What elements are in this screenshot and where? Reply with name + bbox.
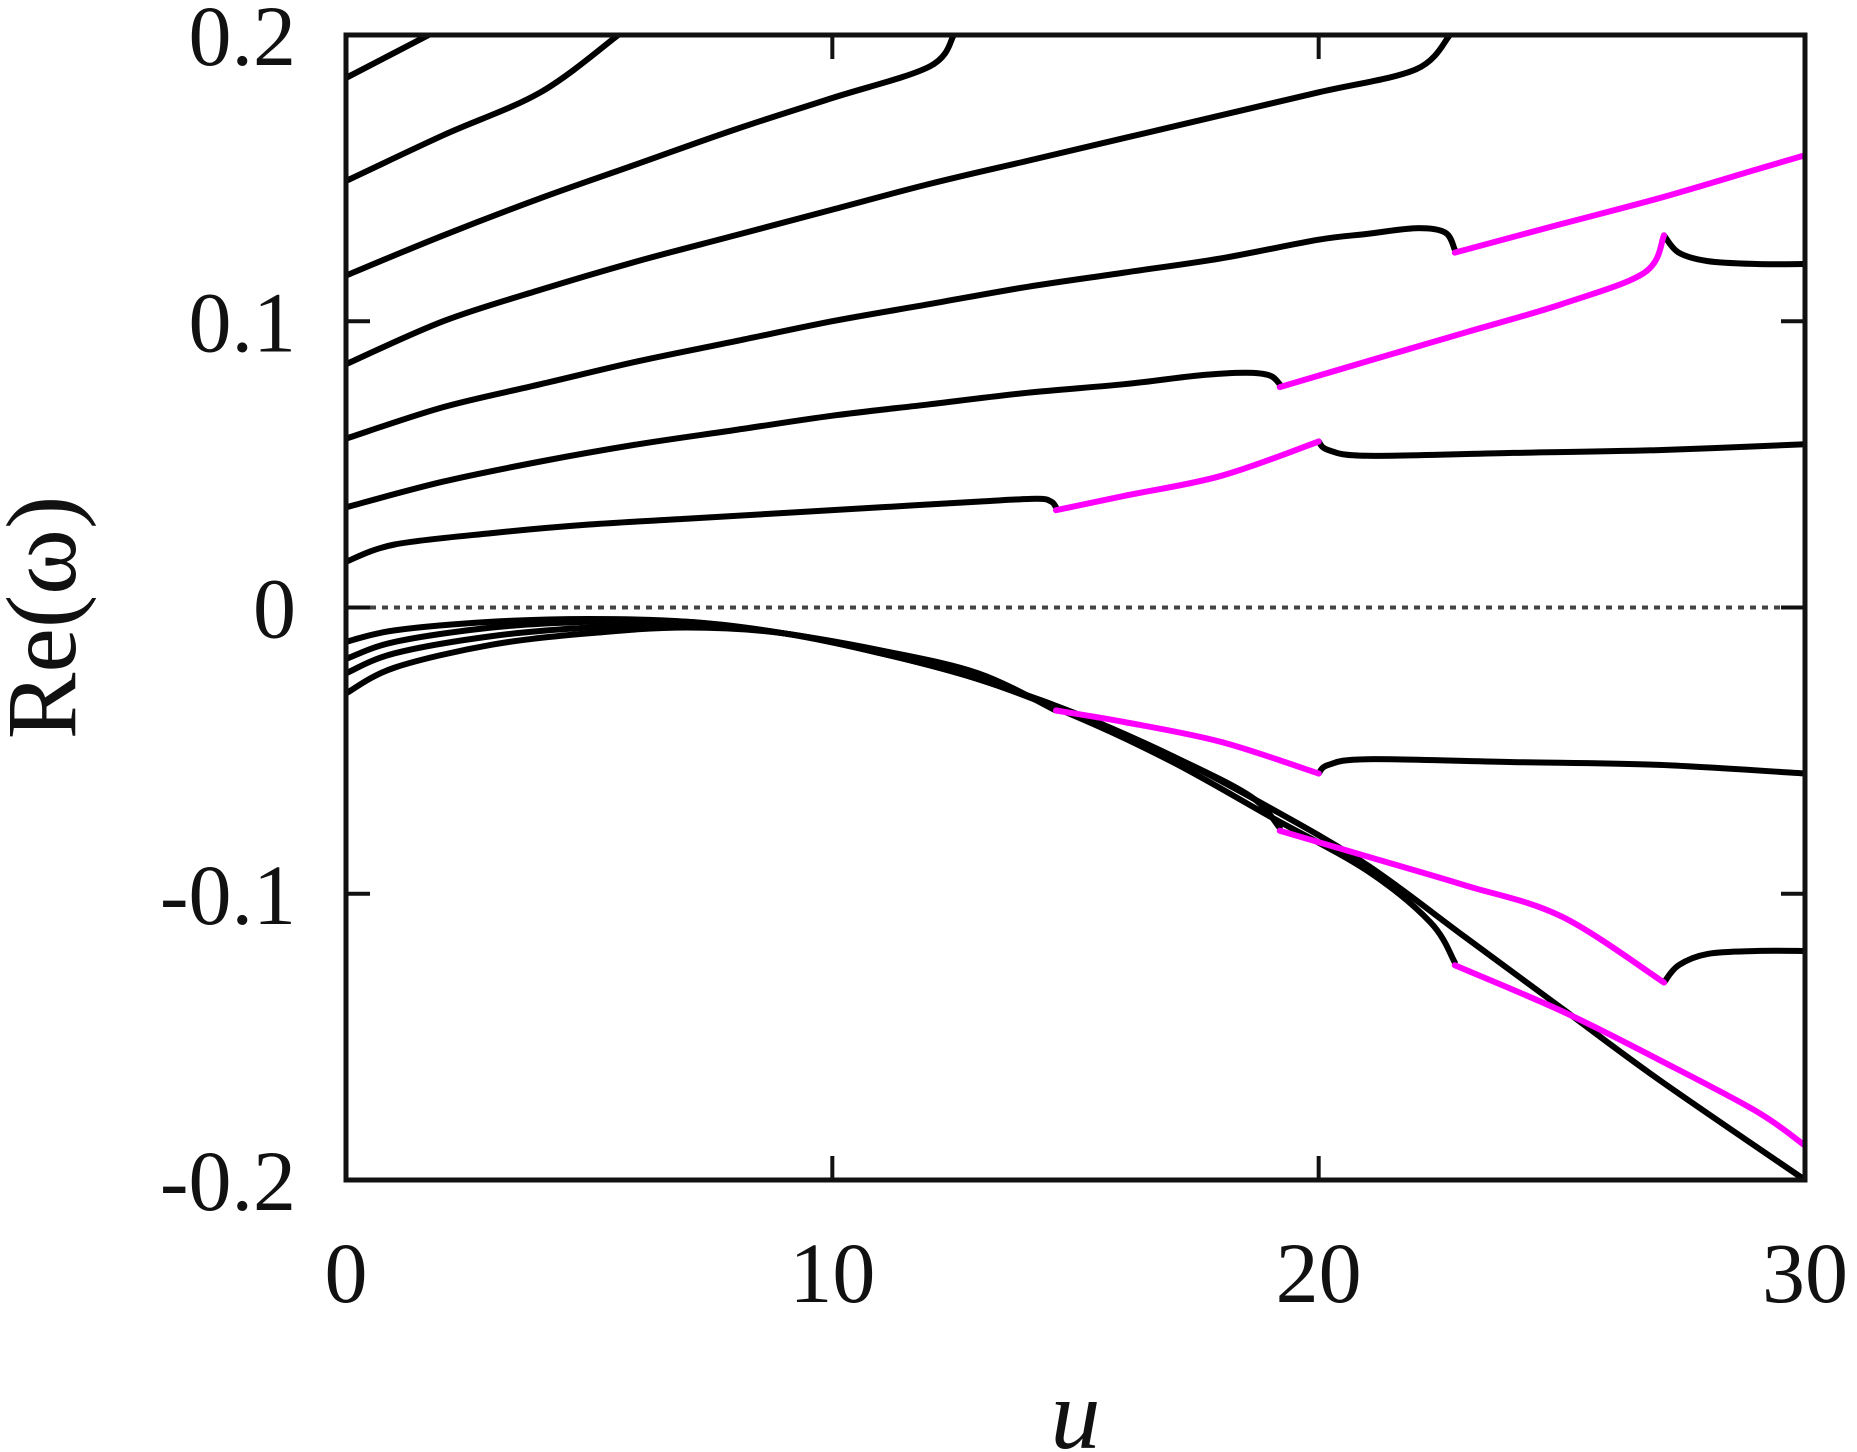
series-line-black — [346, 35, 432, 81]
x-tick-label: 20 — [1276, 1225, 1362, 1321]
series-line-magenta — [1276, 232, 1667, 391]
x-axis-label: u — [1051, 1359, 1101, 1452]
x-tick-label: 10 — [789, 1225, 875, 1321]
series-line-magenta — [1053, 438, 1322, 514]
series-line-black — [1315, 756, 1805, 777]
series-line-black — [346, 495, 1059, 565]
series-line-magenta — [1451, 962, 1805, 1149]
x-tick-label: 0 — [325, 1225, 368, 1321]
series-line-black — [1661, 232, 1805, 268]
series-line-black — [346, 35, 622, 184]
y-tick-label: 0 — [253, 561, 296, 657]
x-tick-label: 30 — [1762, 1225, 1848, 1321]
y-axis-label: Re(ω) — [0, 496, 97, 740]
x-tick-labels: 0 10 20 30 — [325, 1225, 1849, 1321]
y-tick-label: 0.2 — [189, 0, 297, 84]
series-line-magenta — [1276, 827, 1667, 986]
series-line-black — [346, 225, 1458, 442]
series-line-black — [346, 35, 957, 279]
y-tick-label: -0.2 — [160, 1133, 296, 1229]
series-line-black — [346, 369, 1283, 511]
series-line-black — [346, 621, 1458, 966]
series-line-black — [346, 624, 1805, 1180]
series-line-magenta — [1053, 707, 1322, 777]
series-line-black — [346, 35, 1453, 368]
y-tick-label: -0.1 — [160, 847, 296, 943]
series-line-magenta — [1451, 152, 1805, 256]
series-line-black — [1661, 947, 1805, 986]
axis-ticks — [346, 35, 1805, 1180]
y-tick-label: 0.1 — [189, 274, 297, 370]
series-lines — [346, 35, 1805, 1180]
y-tick-labels: -0.2 -0.1 0 0.1 0.2 — [160, 0, 296, 1229]
series-line-black — [1315, 438, 1805, 459]
